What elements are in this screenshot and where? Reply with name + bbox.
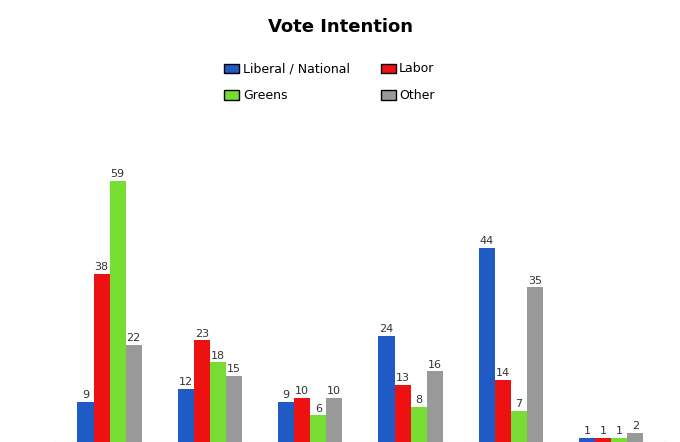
Bar	[426, 371, 443, 442]
Text: 1: 1	[616, 426, 623, 436]
Bar	[627, 433, 643, 442]
Text: Vote Intention: Vote Intention	[267, 18, 413, 36]
Text: Labor: Labor	[399, 62, 435, 75]
Bar	[109, 181, 126, 442]
Bar	[511, 411, 527, 442]
Bar	[310, 415, 326, 442]
Text: 14: 14	[496, 368, 510, 378]
Text: 59: 59	[111, 169, 124, 179]
Bar	[194, 340, 210, 442]
Text: 6: 6	[315, 404, 322, 414]
Text: 9: 9	[283, 390, 290, 400]
Text: 16: 16	[428, 359, 441, 370]
Bar	[479, 248, 495, 442]
Text: 24: 24	[379, 324, 394, 334]
Text: 10: 10	[327, 386, 341, 396]
Bar	[595, 438, 611, 442]
Text: 2: 2	[632, 421, 639, 431]
Bar	[394, 385, 411, 442]
Bar	[379, 336, 394, 442]
Bar	[495, 380, 511, 442]
Text: 13: 13	[396, 373, 409, 383]
Text: 1: 1	[583, 426, 591, 436]
Text: 9: 9	[82, 390, 89, 400]
Bar	[611, 438, 627, 442]
Bar	[177, 389, 194, 442]
Bar	[226, 376, 242, 442]
Bar	[326, 398, 342, 442]
Text: 15: 15	[227, 364, 241, 374]
Text: Greens: Greens	[243, 88, 287, 102]
Text: Liberal / National: Liberal / National	[243, 62, 350, 75]
Text: 10: 10	[295, 386, 309, 396]
Text: Other: Other	[399, 88, 435, 102]
Text: 18: 18	[211, 351, 225, 361]
Text: 44: 44	[479, 236, 494, 246]
Bar	[210, 362, 226, 442]
Bar	[78, 402, 94, 442]
Bar	[579, 438, 595, 442]
Bar	[126, 345, 141, 442]
Bar	[278, 402, 294, 442]
Bar	[411, 407, 426, 442]
Text: 23: 23	[194, 328, 209, 339]
Bar	[94, 274, 109, 442]
Bar	[294, 398, 310, 442]
Text: 1: 1	[600, 426, 607, 436]
Text: 22: 22	[126, 333, 141, 343]
Text: 8: 8	[415, 395, 422, 405]
Text: 38: 38	[95, 262, 109, 272]
Text: 7: 7	[515, 399, 522, 409]
Text: 35: 35	[528, 275, 542, 286]
Text: 12: 12	[179, 377, 193, 387]
Bar	[527, 287, 543, 442]
